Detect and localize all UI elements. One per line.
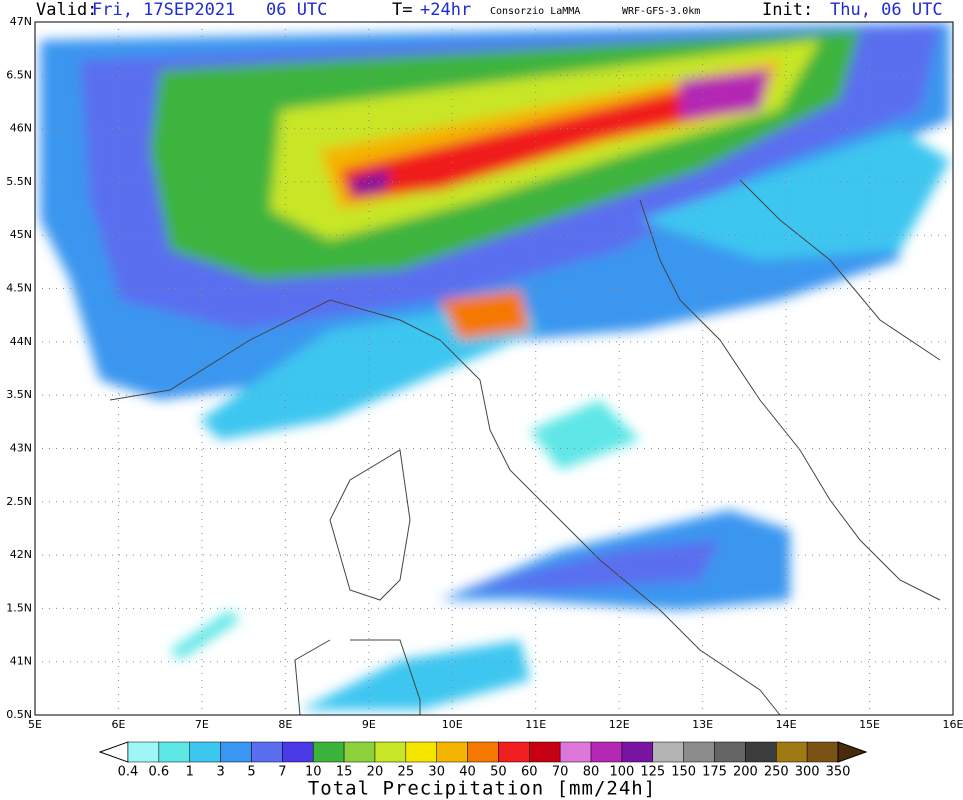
colorbar-label: 175 bbox=[702, 765, 727, 780]
lon-label: 6E bbox=[111, 718, 125, 731]
lat-label: 5.5N bbox=[6, 175, 32, 188]
header: Valid: Fri, 17SEP2021 06 UTC T= +24hr Co… bbox=[36, 0, 943, 20]
colorbar-label: 80 bbox=[583, 765, 600, 780]
colorbar-label: 350 bbox=[826, 765, 851, 780]
init-time: Thu, 06 UTC bbox=[830, 0, 943, 20]
lon-label: 12E bbox=[609, 718, 630, 731]
colorbar-label: 300 bbox=[795, 765, 820, 780]
lead-time: +24hr bbox=[420, 0, 471, 20]
colorbar-label: 10 bbox=[305, 765, 322, 780]
colorbar-swatch bbox=[714, 741, 746, 763]
colorbar-swatch bbox=[374, 741, 407, 763]
colorbar-label: 25 bbox=[398, 765, 415, 780]
lat-label: 1.5N bbox=[6, 601, 32, 614]
colorbar-under bbox=[98, 741, 129, 763]
source: Consorzio LaMMA bbox=[490, 6, 580, 17]
map-frame bbox=[34, 21, 954, 716]
colorbar-label: 0.4 bbox=[118, 765, 139, 780]
lat-label: 4.5N bbox=[6, 282, 32, 295]
lon-label: 13E bbox=[692, 718, 713, 731]
colorbar-swatch bbox=[405, 741, 437, 763]
lat-label: 46N bbox=[10, 122, 32, 135]
colorbar-label: 0.6 bbox=[149, 765, 170, 780]
precip-field bbox=[40, 22, 950, 710]
colorbar-label: 5 bbox=[247, 765, 255, 780]
lon-label: 5E bbox=[28, 718, 42, 731]
colorbar-label: 7 bbox=[278, 765, 286, 780]
colorbar-swatch bbox=[745, 741, 777, 763]
colorbar-label: 70 bbox=[552, 765, 569, 780]
lon-label: 14E bbox=[776, 718, 797, 731]
lat-label: 3.5N bbox=[6, 388, 32, 401]
colorbar-swatch bbox=[282, 741, 314, 763]
lat-label: 43N bbox=[10, 441, 32, 454]
colorbar: 0.4 0.6 1 3 5 7 10 15 20 25 30 40 50 60 70 80 100 125 150 1… bbox=[98, 741, 868, 780]
colorbar-label: 3 bbox=[216, 765, 224, 780]
colorbar-swatch bbox=[158, 741, 190, 763]
colorbar-title: Total Precipitation [mm/24h] bbox=[308, 778, 656, 800]
lat-label: 0.5N bbox=[6, 708, 32, 721]
colorbar-label: 250 bbox=[764, 765, 789, 780]
init-label: Init: bbox=[762, 0, 813, 20]
colorbar-swatch bbox=[652, 741, 684, 763]
colorbar-swatch bbox=[312, 741, 345, 763]
colorbar-label: 125 bbox=[640, 765, 665, 780]
model: WRF-GFS-3.0km bbox=[622, 6, 700, 17]
colorbar-label: 100 bbox=[609, 765, 634, 780]
colorbar-label: 40 bbox=[459, 765, 476, 780]
colorbar-swatch bbox=[776, 741, 808, 763]
colorbar-label: 15 bbox=[336, 765, 353, 780]
colorbar-swatch bbox=[189, 741, 221, 763]
lon-label: 16E bbox=[943, 718, 963, 731]
colorbar-swatch bbox=[529, 741, 561, 763]
lat-label: 6.5N bbox=[6, 68, 32, 81]
lon-label: 10E bbox=[442, 718, 463, 731]
valid-time: Fri, 17SEP2021 06 UTC bbox=[92, 0, 327, 20]
colorbar-label: 200 bbox=[733, 765, 758, 780]
colorbar-label: 60 bbox=[521, 765, 538, 780]
colorbar-swatch bbox=[590, 741, 623, 763]
colorbar-swatch bbox=[251, 741, 283, 763]
lon-label: 9E bbox=[362, 718, 376, 731]
colorbar-swatch bbox=[498, 741, 530, 763]
lon-label: 11E bbox=[525, 718, 546, 731]
lon-label: 7E bbox=[195, 718, 209, 731]
lat-label: 47N bbox=[10, 15, 32, 28]
colorbar-label: 1 bbox=[186, 765, 194, 780]
colorbar-swatch bbox=[559, 741, 592, 763]
lat-label: 2.5N bbox=[6, 495, 32, 508]
lon-label: 8E bbox=[278, 718, 292, 731]
lead-label: T= bbox=[392, 0, 412, 20]
colorbar-swatch bbox=[806, 741, 839, 763]
lat-label: 41N bbox=[10, 655, 32, 668]
coastlines bbox=[109, 179, 941, 716]
colorbar-label: 30 bbox=[428, 765, 445, 780]
lat-label: 42N bbox=[10, 548, 32, 561]
colorbar-over bbox=[837, 741, 868, 763]
valid-label: Valid: bbox=[36, 0, 97, 20]
colorbar-swatch bbox=[683, 741, 715, 763]
colorbar-label: 20 bbox=[367, 765, 384, 780]
colorbar-label: 150 bbox=[671, 765, 696, 780]
lat-label: 44N bbox=[10, 335, 32, 348]
lon-label: 15E bbox=[859, 718, 880, 731]
graticule: 47N 6.5N 46N 5.5N 45N 4.5N 44N 3.5N 43N 2.5N 42N 1.… bbox=[6, 15, 963, 731]
lat-label: 45N bbox=[10, 228, 32, 241]
colorbar-swatch bbox=[127, 741, 160, 763]
colorbar-label: 50 bbox=[490, 765, 507, 780]
colorbar-swatch bbox=[621, 741, 654, 763]
colorbar-swatch bbox=[467, 741, 499, 763]
colorbar-swatch bbox=[220, 741, 252, 763]
colorbar-swatch bbox=[343, 741, 376, 763]
colorbar-swatch bbox=[436, 741, 468, 763]
